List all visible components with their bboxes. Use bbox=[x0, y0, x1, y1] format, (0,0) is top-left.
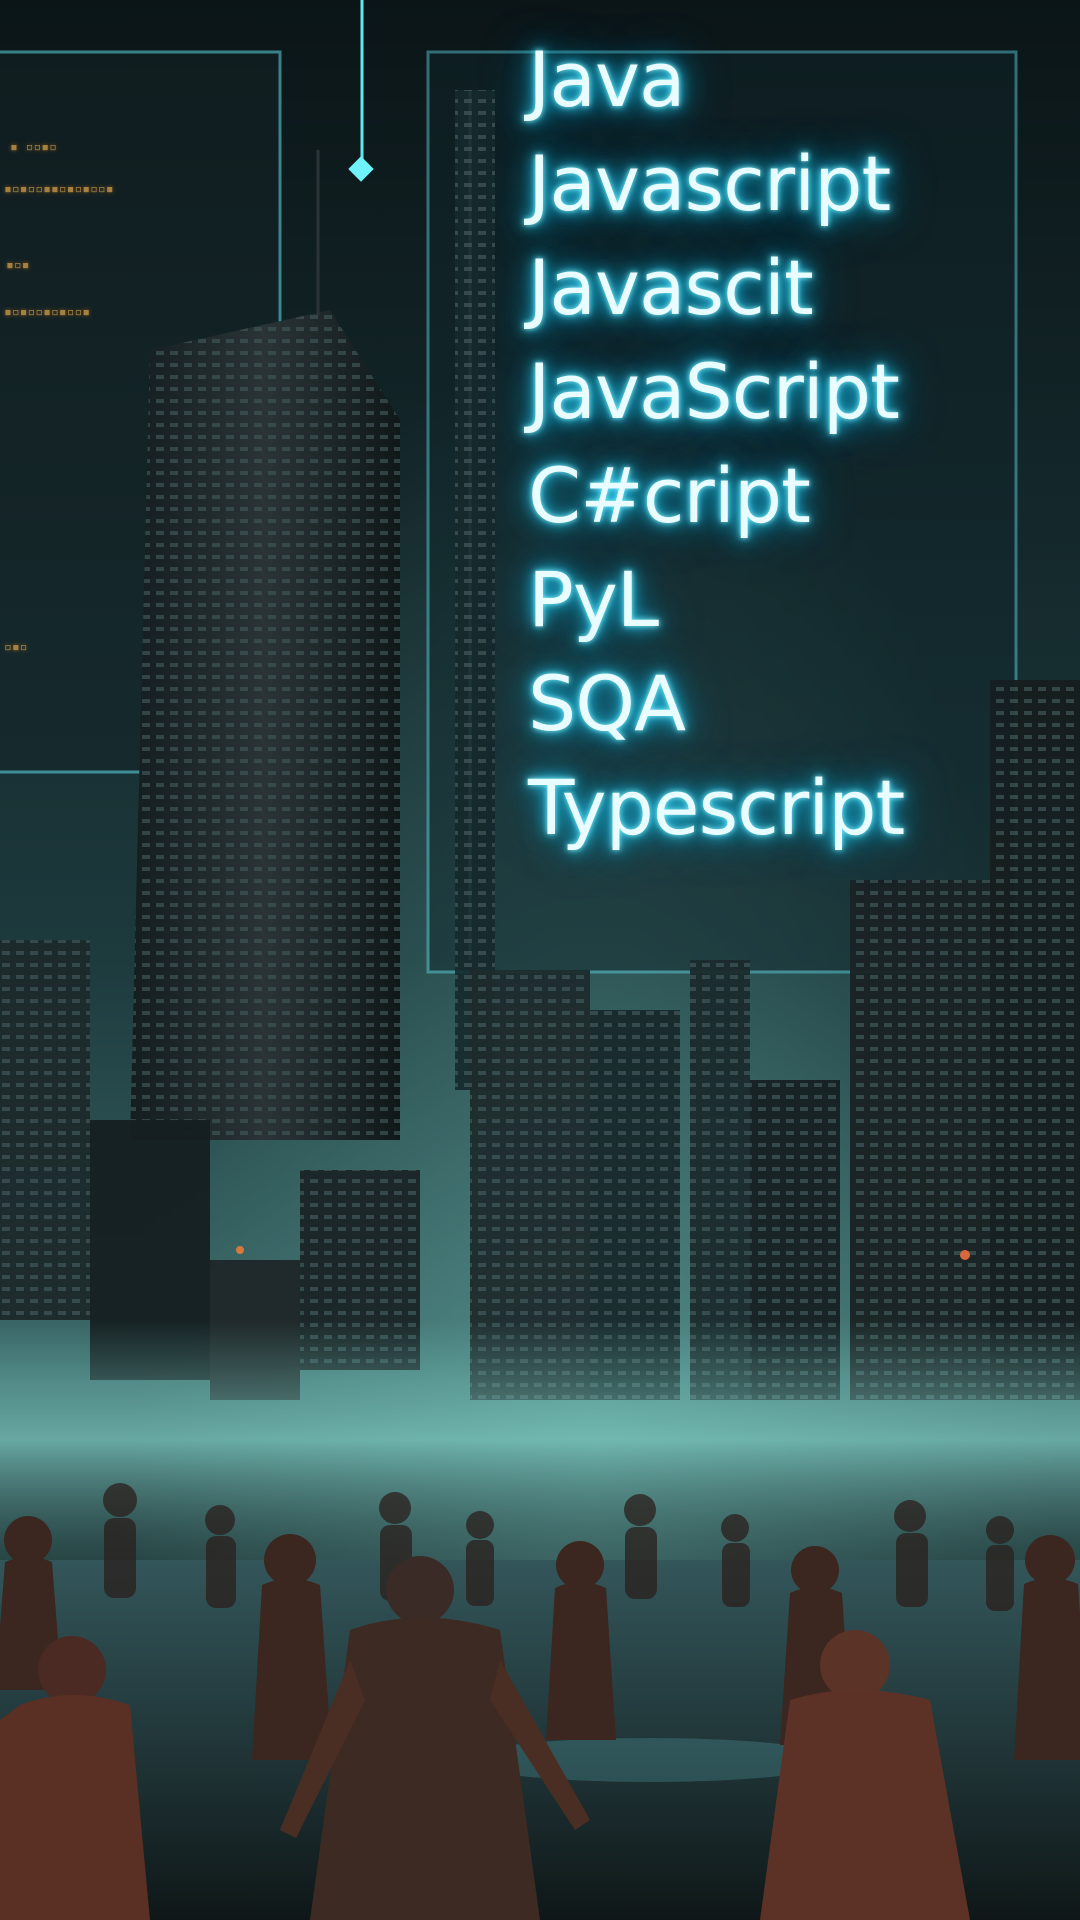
tall-tower bbox=[130, 150, 400, 1140]
ruined-skyline bbox=[0, 680, 1080, 1400]
panel-text-line: ▪ ▫▫▪▫ bbox=[10, 140, 57, 155]
language-java: Java bbox=[528, 35, 686, 124]
screen-panel-right bbox=[426, 50, 1018, 974]
panel-text-line: ▫▪▫ bbox=[4, 640, 28, 655]
language-javascript: Javascript bbox=[528, 139, 891, 228]
zombie-foreground bbox=[0, 1556, 970, 1920]
language-sql: SQA bbox=[528, 659, 686, 748]
glow-node-icon bbox=[348, 156, 374, 182]
language-javascript-caps: JavaScript bbox=[528, 347, 900, 436]
language-csharp: C#cript bbox=[528, 451, 811, 540]
language-python: PyL bbox=[528, 555, 659, 644]
language-javascit: Javascit bbox=[528, 243, 814, 332]
panel-text-line: ▪▫▪ bbox=[6, 258, 30, 273]
panel-text-line: ▪▫▪▫▫▪▫▪▫▫▪ bbox=[4, 305, 91, 320]
zombie-horde-back bbox=[103, 1483, 1014, 1611]
ladder-tower bbox=[455, 90, 495, 1090]
panel-text-line: ▪▫▪▫▫▪▪▫▪▫▪▫▫▪ bbox=[4, 182, 114, 197]
language-list: Java Javascript Javascit JavaScript C#cr… bbox=[528, 28, 1068, 860]
language-typescript: Typescript bbox=[528, 763, 905, 852]
